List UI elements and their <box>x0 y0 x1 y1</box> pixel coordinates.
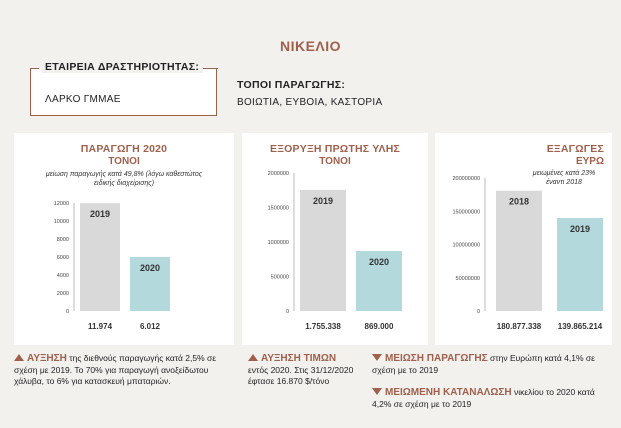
chart-subtitle: ΕΥΡΩ <box>575 156 604 167</box>
footer-heading: ΑΥΞΗΣΗ ΤΙΜΩΝ <box>261 353 337 364</box>
bar <box>80 203 120 311</box>
y-tick-label: 0 <box>66 309 69 315</box>
chart-subtitle: ΤΟΝΟΙ <box>108 156 140 167</box>
y-tick-label: 6000 <box>57 255 69 261</box>
y-tick-label: 2000 <box>57 291 69 297</box>
production-chart-panel: ΠΑΡΑΓΩΓΗ 2020 ΤΟΝΟΙ μείωση παραγωγής κατ… <box>14 133 234 345</box>
production-sites-value: ΒΟΙΩΤΙΑ, ΕΥΒΟΙΑ, ΚΑΣΤΟΡΙΑ <box>237 97 383 108</box>
y-tick-label: 500000 <box>271 275 289 281</box>
bar-category-label: 2019 <box>313 196 333 206</box>
y-tick-label: 100000000 <box>452 243 480 249</box>
company-label: ΕΤΑΙΡΕΙΑ ΔΡΑΣΤΗΡΙΟΤΗΤΑΣ: <box>41 61 204 73</box>
y-tick-label: 2000000 <box>268 171 289 177</box>
bar-category-label: 2020 <box>140 263 160 273</box>
bar-value-label: 869.000 <box>365 322 394 331</box>
box-top-rule <box>203 68 218 69</box>
bar <box>557 217 603 311</box>
chart-title: ΠΑΡΑΓΩΓΗ 2020 <box>80 143 168 155</box>
mining-chart-panel: ΕΞΟΡΥΞΗ ΠΡΩΤΗΣ ΥΛΗΣ ΤΟΝΟΙ 0 500000 1000000… <box>242 133 428 345</box>
page-title: ΝΙΚΕΛΙΟ <box>279 38 342 54</box>
y-tick-label: 0 <box>286 309 289 315</box>
bar-value-label: 6.012 <box>140 322 161 331</box>
production-sites-label: ΤΟΠΟΙ ΠΑΡΑΓΩΓΗΣ: <box>237 79 346 91</box>
bar <box>496 190 542 311</box>
y-tick-label: 150000000 <box>452 209 480 215</box>
footer-item-consumption-decrease: ΜΕΙΩΜΕΝΗ ΚΑΤΑΝΑΛΩΣΗ νικελίου το 2020 κατ… <box>372 387 612 410</box>
bar <box>300 189 346 311</box>
arrow-down-icon <box>372 354 382 361</box>
bar-value-label: 1.755.338 <box>305 322 341 331</box>
bar-value-label: 11.974 <box>88 322 113 331</box>
bar-category-label: 2019 <box>570 224 590 234</box>
box-top-rule <box>31 68 39 69</box>
footer-text: της διεθνούς παραγωγής κατά 2,5% σε σχέσ… <box>14 353 217 386</box>
footer-text: στην Ευρώπη κατά 4,1% σε σχέση με το 201… <box>372 353 595 375</box>
footer-heading: ΑΥΞΗΣΗ <box>27 353 67 364</box>
y-tick-label: 4000 <box>57 273 69 279</box>
arrow-up-icon <box>248 354 258 361</box>
production-bar-chart: 0 2000 4000 6000 8000 10000 12000 2019 11.974 202… <box>54 201 170 331</box>
arrow-down-icon <box>372 388 382 395</box>
bar <box>130 256 170 311</box>
bar-category-label: 2019 <box>90 209 110 219</box>
company-box: ΕΤΑΙΡΕΙΑ ΔΡΑΣΤΗΡΙΟΤΗΤΑΣ: ΛΑΡΚΟ ΓΜΜΑΕ <box>30 61 218 116</box>
mining-bar-chart: 0 500000 1000000 1500000 2000000 2019 1.755.33… <box>268 171 402 331</box>
bar-category-label: 2018 <box>509 197 529 207</box>
y-tick-label: 200000000 <box>452 176 480 182</box>
footer-text: εντός 2020. Στις 31/12/2020 έφτασε 16.87… <box>248 364 354 387</box>
footer-heading: ΜΕΙΩΜΕΝΗ ΚΑΤΑΝΑΛΩΣΗ <box>385 387 512 398</box>
company-value: ΛΑΡΚΟ ΓΜΜΑΕ <box>45 94 121 105</box>
y-tick-label: 12000 <box>54 201 69 207</box>
footer-heading: ΜΕΙΩΣΗ ΠΑΡΑΓΩΓΗΣ <box>385 353 488 364</box>
bar-category-label: 2020 <box>369 257 389 267</box>
bar-value-label: 180.877.338 <box>497 322 542 331</box>
chart-title: ΕΞΑΓΩΓΕΣ <box>546 143 604 155</box>
y-tick-label: 10000 <box>54 219 69 225</box>
y-tick-label: 1500000 <box>268 206 289 212</box>
footer-item-production-increase: ΑΥΞΗΣΗ της διεθνούς παραγωγής κατά 2,5% … <box>14 353 239 388</box>
footer-item-price-increase: ΑΥΞΗΣΗ ΤΙΜΩΝ εντός 2020. Στις 31/12/2020 … <box>248 353 366 388</box>
exports-chart-panel: ΕΞΑΓΩΓΕΣ ΕΥΡΩ μειωμένες κατά 23% έναντι … <box>435 133 612 345</box>
chart-note: μείωση παραγωγής κατά 49,8% (λόγω καθεστ… <box>45 171 203 187</box>
y-tick-label: 1000000 <box>268 240 289 246</box>
y-tick-label: 50000000 <box>456 276 480 282</box>
footer-text: νικελίου το 2020 κατά 4,2% σε σχέση με τ… <box>372 387 595 409</box>
bar <box>356 251 402 311</box>
bar-value-label: 139.865.214 <box>558 322 603 331</box>
arrow-up-icon <box>14 354 24 361</box>
chart-note: μειωμένες κατά 23% έναντι 2018 <box>532 170 596 186</box>
y-tick-label: 0 <box>477 309 480 315</box>
y-tick-label: 8000 <box>57 237 69 243</box>
exports-bar-chart: 0 50000000 100000000 150000000 200000000 2018… <box>452 176 603 331</box>
footer-item-production-decrease: ΜΕΙΩΣΗ ΠΑΡΑΓΩΓΗΣ στην Ευρώπη κατά 4,1% σ… <box>372 353 612 376</box>
chart-subtitle: ΤΟΝΟΙ <box>319 156 351 167</box>
chart-title: ΕΞΟΡΥΞΗ ΠΡΩΤΗΣ ΥΛΗΣ <box>270 143 400 155</box>
